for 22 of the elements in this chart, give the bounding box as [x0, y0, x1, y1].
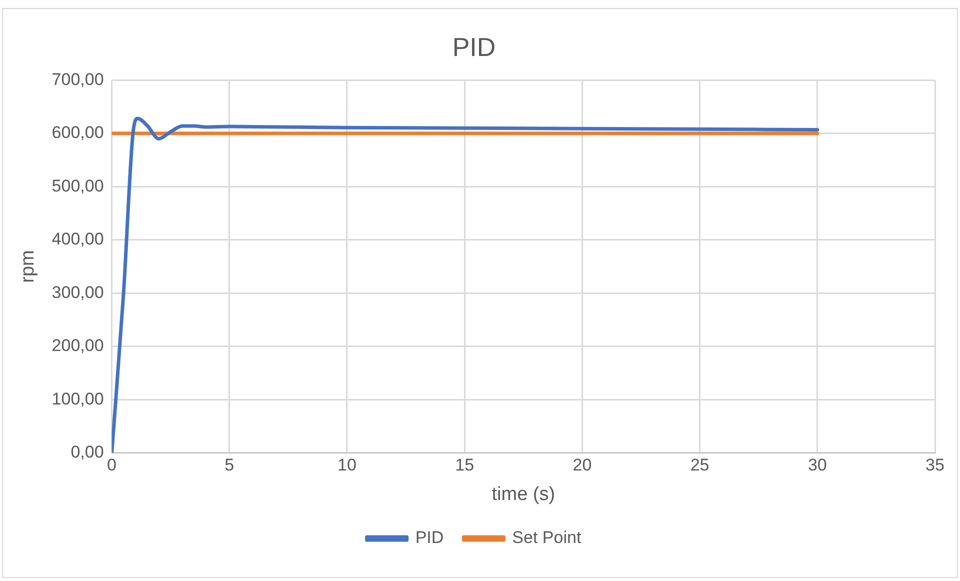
y-tick-label: 300,00	[52, 282, 104, 302]
chart-title: PID	[452, 32, 496, 62]
legend-label: Set Point	[512, 528, 582, 548]
y-tick-label: 200,00	[52, 336, 104, 356]
x-axis-title: time (s)	[492, 484, 556, 505]
y-tick-label: 400,00	[52, 230, 104, 249]
x-tick-label: 25	[690, 456, 710, 475]
y-tick-label: 0,00	[70, 442, 104, 462]
y-axis-title: rpm	[18, 250, 39, 283]
x-tick-label: 5	[224, 456, 234, 475]
x-tick-label: 30	[808, 456, 827, 475]
y-tick-label: 600,00	[52, 123, 104, 142]
x-tick-label: 20	[572, 456, 592, 475]
x-tick-label: 35	[926, 456, 944, 475]
line-series	[112, 116, 820, 453]
y-tick-label: 100,00	[52, 389, 104, 408]
x-tick-label: 15	[455, 456, 474, 475]
x-tick-label: 10	[338, 456, 356, 475]
y-tick-label: 500,00	[52, 176, 104, 196]
y-tick-label: 700,00	[52, 70, 104, 89]
legend-label: PID	[415, 528, 444, 548]
x-tick-label: 0	[107, 456, 117, 475]
